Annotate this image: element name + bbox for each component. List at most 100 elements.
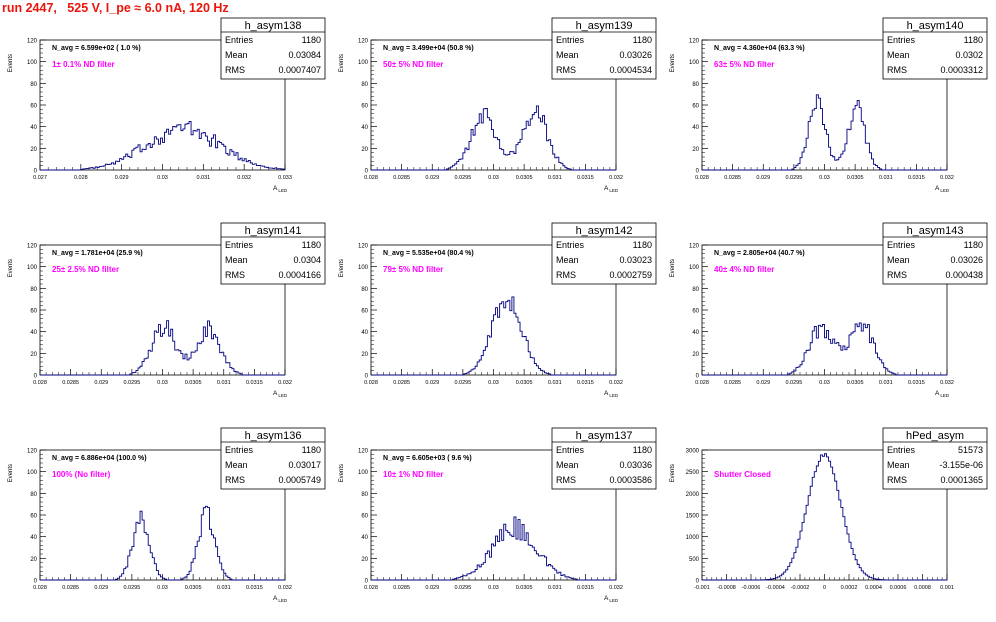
stats-title: h_asym136 [245, 430, 302, 442]
y-tick-label: 100 [689, 265, 700, 271]
stats-value: 1180 [633, 445, 652, 455]
stats-label: Mean [556, 460, 579, 470]
stats-title: h_asym140 [907, 20, 964, 32]
x-tick-label: 0.03 [488, 175, 499, 181]
stats-value: 0.0002759 [609, 270, 652, 280]
x-tick-label: 0.031 [879, 175, 893, 181]
navg-label: N_avg = 4.360e+04 (63.3 %) [714, 45, 805, 52]
x-axis-title: ALED [273, 390, 288, 398]
stats-title: hPed_asym [906, 430, 964, 442]
y-axis-title: Events [339, 54, 345, 72]
x-tick-label: 0.0004 [865, 585, 882, 591]
histogram-panel-hPed_asym: 0 500 1000 1500 2000 2500 3000 -0.001 -0.0008 -0.… [670, 427, 988, 591]
y-tick-label: 2500 [686, 470, 700, 476]
stats-label: Entries [556, 35, 585, 45]
y-tick-label: 40 [361, 535, 368, 541]
histogram-panel-h_asym141: 0 20 40 60 80 100 120 0.028 0.0285 0.029 0.0295 0.0… [8, 222, 326, 398]
x-tick-label: 0.0295 [123, 585, 140, 591]
stats-value: 0.0005749 [278, 475, 321, 485]
x-tick-label: 0.028 [695, 175, 709, 181]
stats-value: 0.0007407 [278, 65, 321, 75]
stats-box [882, 222, 988, 285]
x-tick-label: 0.027 [33, 175, 47, 181]
histogram-curve [40, 505, 285, 581]
x-tick-label: 0.0315 [577, 175, 594, 181]
y-tick-label: 1000 [686, 535, 700, 541]
y-tick-label: 100 [27, 60, 38, 66]
x-tick-label: 0.031 [548, 175, 562, 181]
y-tick-label: 500 [689, 557, 700, 563]
y-tick-label: 20 [361, 557, 368, 563]
filter-note: Shutter Closed [714, 470, 771, 479]
x-tick-label: 0.0295 [123, 380, 140, 386]
x-tick-label: 0.032 [940, 175, 954, 181]
x-axis-title: ALED [604, 595, 619, 603]
x-tick-label: 0.03 [488, 380, 499, 386]
stats-value: 0.03017 [288, 460, 321, 470]
y-tick-label: 0 [365, 169, 369, 175]
x-tick-label: 0.0285 [724, 175, 741, 181]
y-tick-label: 20 [361, 147, 368, 153]
histogram-curve [371, 105, 616, 171]
navg-label: N_avg = 6.886e+04 (100.0 %) [52, 455, 147, 462]
stats-label: Mean [556, 255, 579, 265]
y-tick-label: 40 [361, 330, 368, 336]
stats-value: 0.03036 [619, 460, 652, 470]
stats-label: Entries [556, 445, 585, 455]
stats-value: 1180 [964, 240, 983, 250]
stats-title: h_asym143 [907, 225, 964, 237]
stats-value: 0.0304 [293, 255, 321, 265]
stats-label: Entries [225, 240, 254, 250]
y-axis-title: Events [8, 54, 14, 72]
x-axis-title: ALED [604, 390, 619, 398]
y-tick-label: 120 [27, 39, 38, 45]
x-tick-label: 0.032 [609, 175, 623, 181]
y-tick-label: 40 [30, 330, 37, 336]
y-tick-label: 80 [692, 82, 699, 88]
stats-value: 0.000438 [945, 270, 983, 280]
y-tick-label: 120 [358, 39, 369, 45]
histogram-curve [40, 320, 285, 376]
filter-note: 25± 2.5% ND filter [52, 265, 119, 274]
y-tick-label: 2000 [686, 492, 700, 498]
x-tick-label: 0.03 [157, 175, 168, 181]
stats-value: 0.0004166 [278, 270, 321, 280]
run-title: run 2447, 525 V, I_pe ≈ 6.0 nA, 120 Hz [2, 1, 229, 15]
y-tick-label: 100 [689, 60, 700, 66]
x-tick-label: 0.033 [278, 175, 292, 181]
x-tick-label: 0.029 [115, 175, 129, 181]
x-tick-label: 0.032 [609, 585, 623, 591]
y-tick-label: 20 [30, 352, 37, 358]
x-tick-label: 0.031 [879, 380, 893, 386]
stats-box [220, 427, 326, 490]
x-tick-label: -0.0006 [742, 585, 761, 591]
navg-label: N_avg = 5.535e+04 (80.4 %) [383, 250, 474, 257]
y-tick-label: 20 [30, 147, 37, 153]
stats-value: 1180 [964, 35, 983, 45]
histogram-panel-h_asym143: 0 20 40 60 80 100 120 0.028 0.0285 0.029 0.0295 0.0… [670, 222, 988, 398]
stats-value: 0.0003312 [940, 65, 983, 75]
stats-label: Mean [887, 460, 910, 470]
stats-label: RMS [887, 475, 907, 485]
stats-box [220, 17, 326, 80]
x-tick-label: 0.028 [33, 380, 47, 386]
y-tick-label: 80 [30, 287, 37, 293]
y-axis-title: Events [670, 54, 676, 72]
x-axis-title: ALED [273, 185, 288, 193]
stats-label: RMS [556, 65, 576, 75]
x-tick-label: 0.0305 [516, 380, 533, 386]
navg-label: N_avg = 1.781e+04 (25.9 %) [52, 250, 143, 257]
x-tick-label: 0.0295 [454, 585, 471, 591]
y-tick-label: 20 [692, 147, 699, 153]
y-tick-label: 60 [361, 514, 368, 520]
y-tick-label: 20 [692, 352, 699, 358]
stats-label: Mean [225, 460, 248, 470]
y-tick-label: 60 [30, 104, 37, 110]
y-tick-label: 0 [365, 374, 369, 380]
x-tick-label: 0.031 [548, 585, 562, 591]
filter-note: 1± 0.1% ND filter [52, 60, 115, 69]
stats-box [220, 222, 326, 285]
stats-value: 0.0001365 [940, 475, 983, 485]
y-tick-label: 0 [34, 579, 38, 585]
stats-label: Entries [887, 445, 916, 455]
